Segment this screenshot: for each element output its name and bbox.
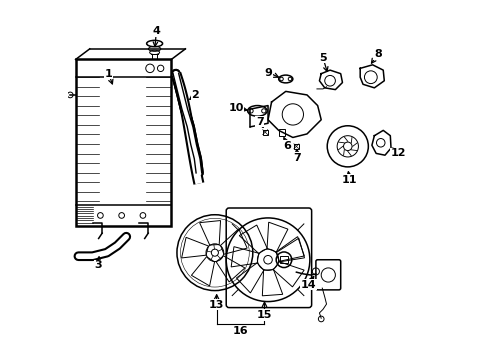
Circle shape [211,249,219,256]
Text: 8: 8 [374,49,382,59]
Text: 11: 11 [342,175,357,185]
Bar [294,144,299,149]
Text: 13: 13 [209,300,224,310]
Text: 4: 4 [152,26,160,36]
Text: 12: 12 [391,148,406,158]
Text: 9: 9 [265,68,273,78]
Bar [263,130,268,135]
Text: 6: 6 [284,141,292,150]
Circle shape [343,142,352,150]
Text: 10: 10 [228,103,244,113]
Bar [279,129,285,136]
Circle shape [264,256,272,264]
Bar [280,256,288,263]
Text: 16: 16 [233,327,248,336]
Text: 1: 1 [105,69,112,79]
Bar [75,59,172,226]
Text: 15: 15 [257,310,272,320]
Text: 2: 2 [192,90,199,100]
Text: 7: 7 [294,153,301,163]
Text: 14: 14 [301,280,317,289]
Text: 3: 3 [94,260,102,270]
Text: 5: 5 [319,53,327,63]
Text: 7: 7 [256,117,264,126]
